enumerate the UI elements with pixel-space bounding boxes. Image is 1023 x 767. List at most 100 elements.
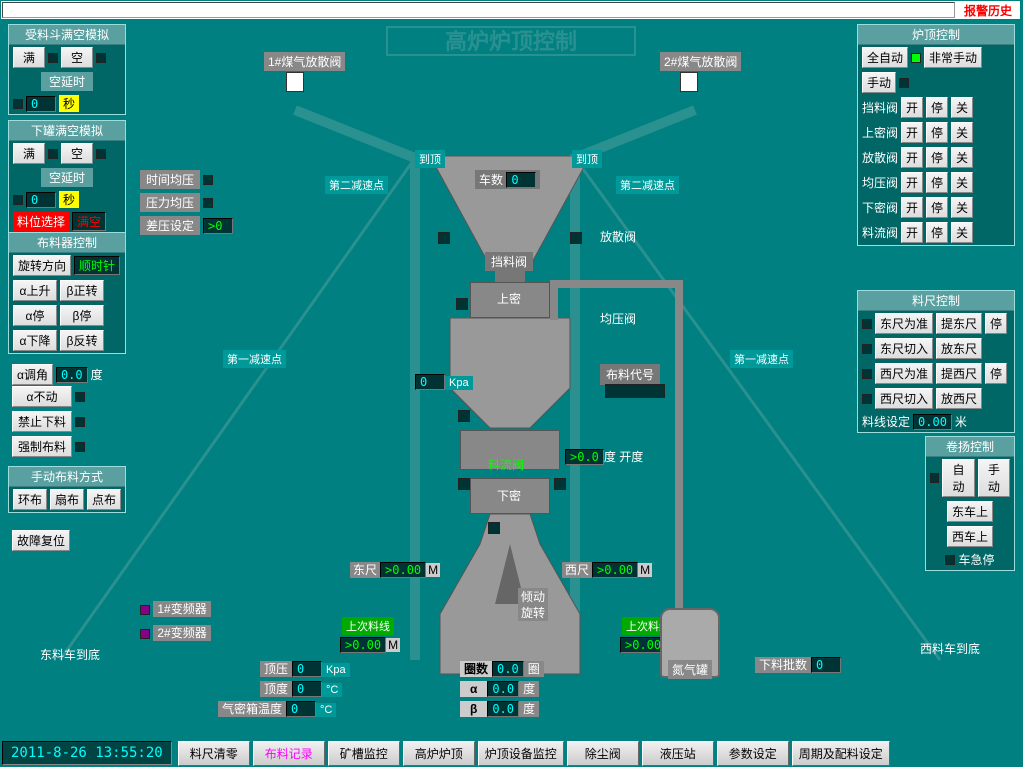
bottom-nav-button[interactable]: 液压站 — [642, 741, 714, 766]
bottom-nav-button[interactable]: 高炉炉顶 — [403, 741, 475, 766]
alpha-stop-button[interactable]: α停 — [13, 305, 57, 326]
tilt-label: 倾动 — [518, 588, 548, 605]
hoist-auto-button[interactable]: 自动 — [942, 459, 974, 497]
bottom-nav-button[interactable]: 布料记录 — [253, 741, 325, 766]
hoist-manual-button[interactable]: 手动 — [978, 459, 1010, 497]
time-eq-label: 时间均压 — [140, 170, 200, 189]
alpha-angle-button[interactable]: α调角 — [12, 364, 53, 385]
alpha-down-button[interactable]: α下降 — [13, 330, 57, 351]
alpha-nomove-button[interactable]: α不动 — [12, 386, 72, 407]
forbid-button[interactable]: 禁止下料 — [12, 411, 72, 432]
west-bottom-label: 西料车到底 — [920, 640, 980, 657]
manual-dist-panel: 手动布料方式 环布扇布点布 — [8, 466, 126, 513]
east-up-button[interactable]: 东车上 — [947, 501, 993, 522]
east-cut-button[interactable]: 东尺切入 — [875, 338, 933, 359]
valve-name: 上密阀 — [862, 124, 898, 141]
valve-close-button[interactable]: 关 — [951, 197, 973, 218]
force-button[interactable]: 强制布料 — [12, 436, 72, 457]
status-input[interactable] — [2, 2, 955, 18]
last-line-east-label: 上次料线 — [342, 617, 394, 635]
valve-open-button[interactable]: 开 — [901, 222, 923, 243]
tank-delay-value: 0 — [26, 192, 56, 208]
valve-open-button[interactable]: 开 — [901, 197, 923, 218]
bottom-nav-button[interactable]: 除尘阀 — [567, 741, 639, 766]
dist-code-value — [605, 384, 665, 398]
rotate-label: 旋转 — [518, 604, 548, 621]
led — [75, 392, 85, 402]
valve-stop-button[interactable]: 停 — [926, 222, 948, 243]
sector-button[interactable]: 扇布 — [50, 489, 84, 510]
east-bottom-label: 东料车到底 — [40, 646, 100, 663]
indicator-box — [458, 410, 470, 422]
west-std-button[interactable]: 西尺为准 — [875, 363, 933, 384]
rot-dir-button[interactable]: 旋转方向 — [13, 255, 71, 276]
bottom-nav-button[interactable]: 料尺清零 — [178, 741, 250, 766]
diff-set-label: 差压设定 — [140, 216, 200, 235]
led — [203, 198, 213, 208]
bottom-nav-button[interactable]: 炉顶设备监控 — [478, 741, 564, 766]
led — [48, 149, 58, 159]
indicator-box — [488, 522, 500, 534]
hopper-empty-button[interactable]: 空 — [61, 47, 93, 68]
led — [862, 344, 872, 354]
line-set-value: 0.00 — [913, 414, 952, 430]
west-cut-button[interactable]: 西尺切入 — [875, 388, 933, 409]
batch-row: 下料批数0 — [755, 656, 841, 673]
valve-close-button[interactable]: 关 — [951, 122, 973, 143]
dist-code-label: 布料代号 — [600, 364, 660, 385]
raise-east-button[interactable]: 提东尺 — [936, 313, 982, 334]
east-ruler-reading: 东尺>0.00M — [350, 561, 440, 578]
bottom-nav-button[interactable]: 周期及配料设定 — [792, 741, 890, 766]
emergency-button[interactable]: 非常手动 — [924, 47, 982, 68]
led — [48, 53, 58, 63]
stop-button[interactable]: 停 — [985, 363, 1007, 384]
hopper-delay-value: 0 — [26, 96, 56, 112]
valve-close-button[interactable]: 关 — [951, 147, 973, 168]
tank-full-button[interactable]: 满 — [13, 143, 45, 164]
tank-empty-button[interactable]: 空 — [61, 143, 93, 164]
valve-stop-button[interactable]: 停 — [926, 172, 948, 193]
valve-stop-button[interactable]: 停 — [926, 147, 948, 168]
valve-close-button[interactable]: 关 — [951, 222, 973, 243]
alarm-history-button[interactable]: 报警历史 — [956, 2, 1020, 19]
valve-close-button[interactable]: 关 — [951, 97, 973, 118]
top-temp-row: 顶度0°C — [260, 680, 342, 697]
valve-open-button[interactable]: 开 — [901, 172, 923, 193]
bottom-nav-button[interactable]: 矿槽监控 — [328, 741, 400, 766]
valve-name: 均压阀 — [862, 174, 898, 191]
valve-name: 挡料阀 — [862, 99, 898, 116]
ring-button[interactable]: 环布 — [13, 489, 47, 510]
point-button[interactable]: 点布 — [87, 489, 121, 510]
bottom-nav-button[interactable]: 参数设定 — [717, 741, 789, 766]
drop-west-button[interactable]: 放西尺 — [936, 388, 982, 409]
manual-button[interactable]: 手动 — [862, 72, 896, 93]
beta-rev-button[interactable]: β反转 — [60, 330, 104, 351]
valve-open-button[interactable]: 开 — [901, 97, 923, 118]
beta-stop-button[interactable]: β停 — [60, 305, 104, 326]
valve-close-button[interactable]: 关 — [951, 172, 973, 193]
led — [862, 394, 872, 404]
top-bar: 报警历史 — [0, 0, 1021, 20]
fault-reset-button[interactable]: 故障复位 — [12, 530, 70, 551]
west-up-button[interactable]: 西车上 — [947, 526, 993, 547]
valve-open-button[interactable]: 开 — [901, 147, 923, 168]
ruler-ctrl-title: 料尺控制 — [858, 291, 1014, 311]
hopper-sim-title: 受料斗满空模拟 — [9, 25, 125, 45]
full-auto-button[interactable]: 全自动 — [862, 47, 908, 68]
raise-west-button[interactable]: 提西尺 — [936, 363, 982, 384]
hoist-ctrl-panel: 卷扬控制 自动手动 东车上 西车上 车急停 — [925, 436, 1015, 571]
valve-stop-button[interactable]: 停 — [926, 122, 948, 143]
valve-stop-button[interactable]: 停 — [926, 97, 948, 118]
valve-stop-button[interactable]: 停 — [926, 197, 948, 218]
valve-open-button[interactable]: 开 — [901, 122, 923, 143]
east-std-button[interactable]: 东尺为准 — [875, 313, 933, 334]
alpha-up-button[interactable]: α上升 — [13, 280, 57, 301]
hopper-full-button[interactable]: 满 — [13, 47, 45, 68]
beta-fwd-button[interactable]: β正转 — [60, 280, 104, 301]
indicator-box — [458, 478, 470, 490]
valve-name: 料流阀 — [862, 224, 898, 241]
sec-label: 秒 — [59, 191, 79, 208]
stop-button[interactable]: 停 — [985, 313, 1007, 334]
drop-east-button[interactable]: 放东尺 — [936, 338, 982, 359]
pipe — [550, 280, 680, 288]
